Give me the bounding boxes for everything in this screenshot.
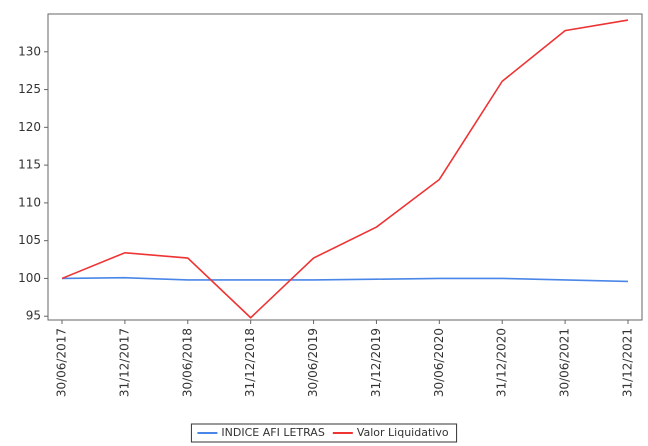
x-tick-label: 31/12/2017 <box>117 328 131 397</box>
series-line <box>61 276 629 283</box>
y-tick-label: 100 <box>18 271 41 285</box>
series-line <box>61 19 629 319</box>
legend-label: INDICE AFI LETRAS <box>221 426 324 439</box>
legend-box <box>190 423 458 443</box>
y-tick-label: 125 <box>18 82 41 96</box>
x-tick-label: 30/06/2019 <box>306 328 320 397</box>
y-tick-label: 110 <box>18 195 41 209</box>
y-tick-label: 115 <box>18 158 41 172</box>
x-tick-label: 30/06/2017 <box>55 328 69 397</box>
x-tick-label: 30/06/2018 <box>180 328 194 397</box>
x-tick-label: 31/12/2018 <box>243 328 257 397</box>
legend-label: Valor Liquidativo <box>357 426 449 439</box>
y-tick-label: 95 <box>26 309 41 323</box>
x-tick-label: 30/06/2021 <box>558 328 572 397</box>
plot-frame <box>47 13 643 321</box>
y-tick-label: 120 <box>18 120 41 134</box>
y-tick-label: 130 <box>18 44 41 58</box>
x-tick-label: 30/06/2020 <box>432 328 446 397</box>
legend: INDICE AFI LETRAS Valor Liquidativo <box>190 423 458 443</box>
x-tick-label: 31/12/2019 <box>369 328 383 397</box>
y-tick-label: 105 <box>18 233 41 247</box>
x-tick-label: 31/12/2020 <box>495 328 509 397</box>
x-tick-label: 31/12/2021 <box>621 328 635 397</box>
